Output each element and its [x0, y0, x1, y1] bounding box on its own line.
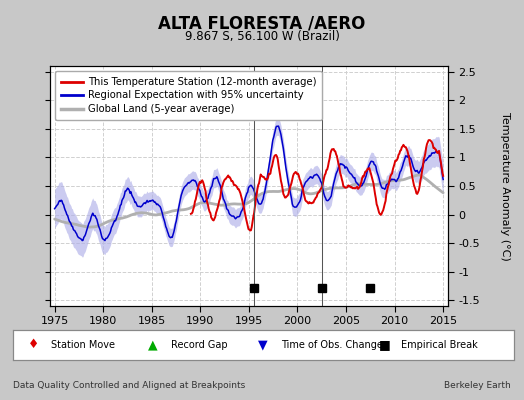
Y-axis label: Temperature Anomaly (°C): Temperature Anomaly (°C) [499, 112, 509, 260]
Text: Empirical Break: Empirical Break [401, 340, 478, 350]
Text: Record Gap: Record Gap [171, 340, 227, 350]
Text: Data Quality Controlled and Aligned at Breakpoints: Data Quality Controlled and Aligned at B… [13, 381, 245, 390]
Text: ▲: ▲ [148, 338, 158, 352]
Text: Berkeley Earth: Berkeley Earth [444, 381, 511, 390]
Text: 9.867 S, 56.100 W (Brazil): 9.867 S, 56.100 W (Brazil) [184, 30, 340, 43]
Text: ▼: ▼ [258, 338, 268, 352]
Text: ♦: ♦ [28, 338, 39, 352]
Text: Station Move: Station Move [51, 340, 115, 350]
Legend: This Temperature Station (12-month average), Regional Expectation with 95% uncer: This Temperature Station (12-month avera… [55, 71, 322, 120]
Text: Time of Obs. Change: Time of Obs. Change [281, 340, 383, 350]
Text: ■: ■ [378, 338, 390, 352]
Text: ALTA FLORESTA /AERO: ALTA FLORESTA /AERO [158, 14, 366, 32]
